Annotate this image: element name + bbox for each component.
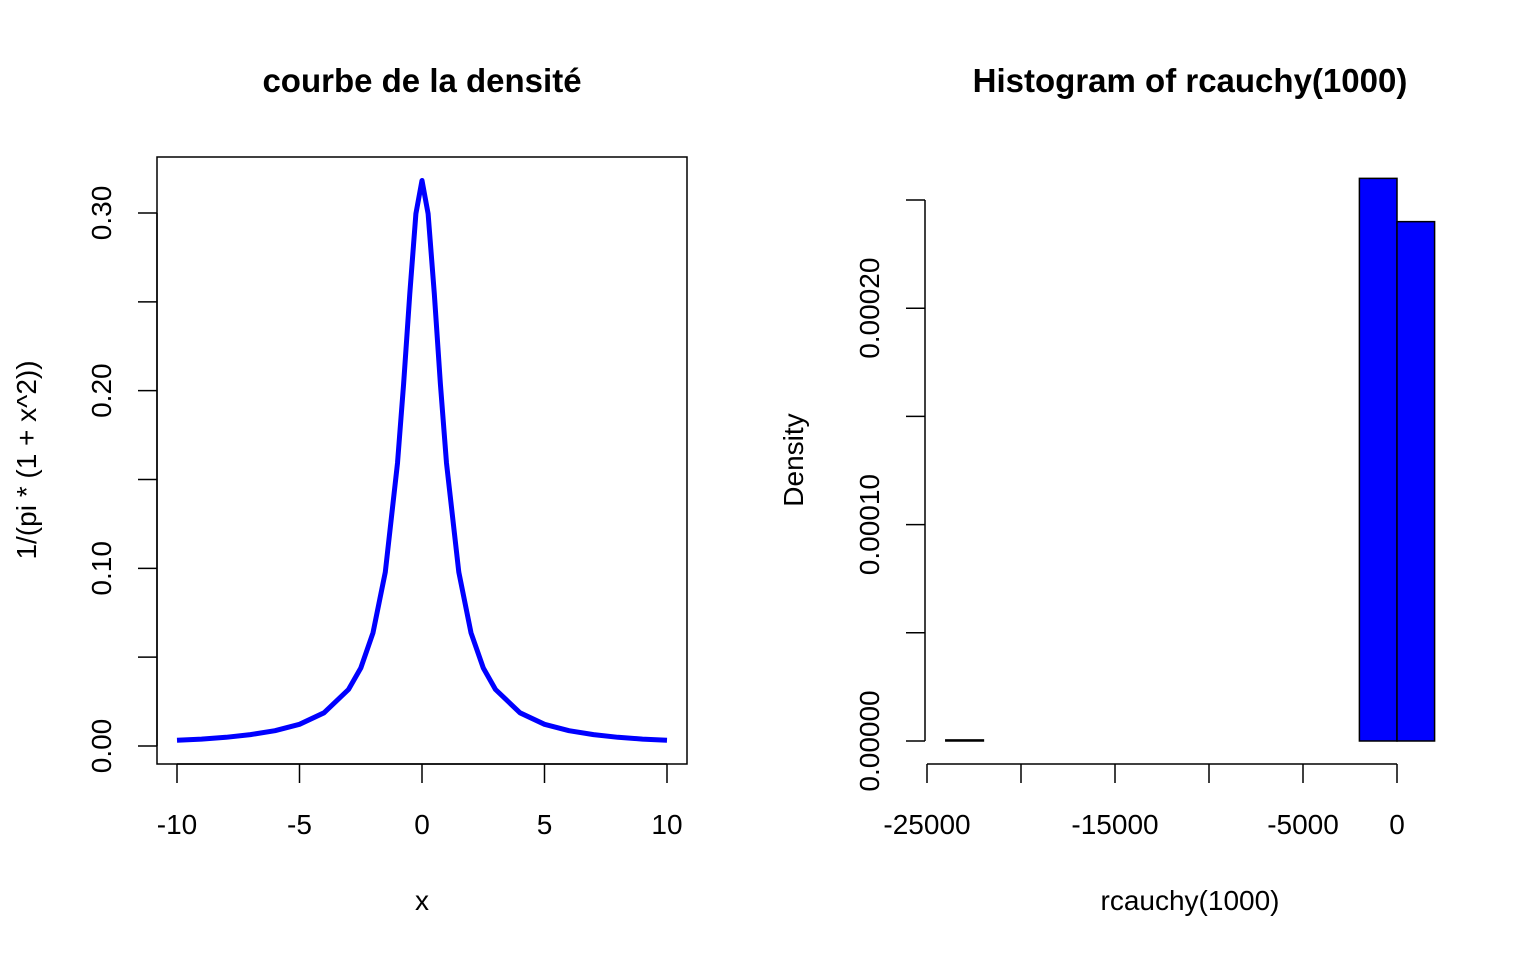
x-tick-label: -10	[157, 809, 197, 840]
histogram-bar	[1396, 220, 1436, 742]
axes: -10 -5 0 5 10 0.00 0.10 0.20 0.30	[86, 186, 683, 840]
x-tick-label: 0	[414, 809, 430, 840]
histogram-bar	[945, 739, 985, 742]
y-tick-label: 0.10	[86, 541, 117, 596]
y-tick-label: 0.00	[86, 719, 117, 774]
x-axis-label: rcauchy(1000)	[1101, 885, 1280, 916]
density-curve-panel: courbe de la densité -10 -5 0 5 10 0.00 0.10 0.…	[11, 62, 688, 916]
histogram-bars	[945, 177, 1436, 742]
x-tick-label: -15000	[1071, 809, 1158, 840]
y-axis-label: Density	[778, 413, 809, 506]
y-tick-label: 0.00010	[854, 474, 885, 575]
y-tick-label: 0.00020	[854, 258, 885, 359]
x-tick-label: -5	[287, 809, 312, 840]
plot-box	[156, 156, 688, 765]
x-axis-label: x	[415, 885, 429, 916]
histogram-panel: Histogram of rcauchy(1000) -25000 -15000-…	[778, 62, 1436, 916]
x-tick-label: -5000	[1267, 809, 1339, 840]
x-tick-label: 10	[651, 809, 682, 840]
x-tick-label: 5	[537, 809, 553, 840]
y-tick-label: 0.00000	[854, 690, 885, 791]
histogram-bar	[1358, 177, 1398, 742]
y-tick-label: 0.30	[86, 186, 117, 241]
axes: -25000 -15000 -5000 0 0.00000 0.00010 0.00020	[854, 199, 1405, 840]
density-line	[176, 178, 668, 743]
chart-title: Histogram of rcauchy(1000)	[973, 62, 1408, 99]
x-tick-label: 0	[1389, 809, 1405, 840]
x-tick-label: -25000	[883, 809, 970, 840]
y-axis-label: 1/(pi * (1 + x^2))	[11, 360, 42, 559]
y-tick-label: 0.20	[86, 363, 117, 418]
chart-title: courbe de la densité	[262, 62, 581, 99]
